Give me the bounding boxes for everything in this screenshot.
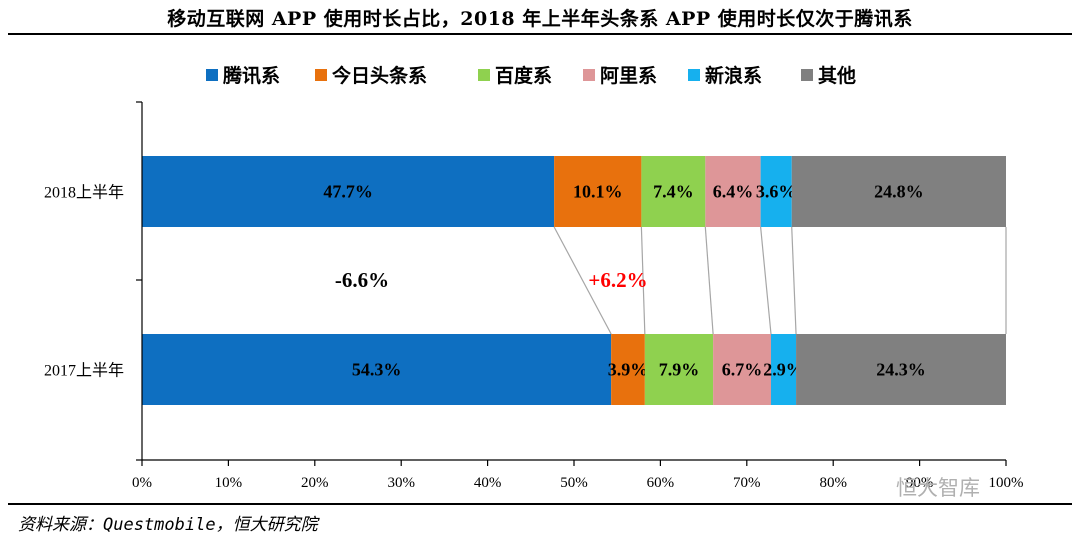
annotation-0: -6.6%: [335, 268, 389, 292]
watermark: 恒大智库: [896, 476, 980, 500]
legend-swatch-2: [478, 69, 490, 81]
x-tick-label-6: 60%: [647, 475, 675, 491]
legend-label-3: 阿里系: [600, 65, 657, 87]
bar-0-2: [641, 156, 706, 227]
data-label-0-2: 7.4%: [653, 182, 694, 202]
legend-label-4: 新浪系: [705, 64, 762, 87]
connector-line-2: [640, 226, 646, 335]
x-tick-label-4: 40%: [474, 475, 502, 491]
category-label-1: 2017上半年: [44, 362, 124, 380]
x-tick-label-5: 50%: [560, 475, 588, 491]
legend-label-0: 腾讯系: [222, 64, 280, 87]
source-note: 资料来源：Questmobile，恒大研究院: [18, 515, 318, 535]
top-rule: [8, 33, 1072, 35]
legend-label-5: 其他: [818, 64, 856, 87]
bar-1-5: [796, 334, 1006, 405]
bars: 47.7% 10.1% 7.4% 6.4% 3.6% 24.8% 54.3% 3.9% 7.9%…: [142, 156, 1006, 405]
axes: 0% 10% 20% 30% 40% 50% 60% 70% 80% 90% 100% 2018上半年…: [44, 101, 1024, 491]
data-label-1-5: 24.3%: [876, 360, 926, 380]
connector-line-5: [791, 226, 797, 335]
data-label-1-0: 54.3%: [352, 360, 402, 380]
data-label-0-3: 6.4%: [713, 182, 754, 202]
x-tick-label-3: 30%: [387, 475, 415, 491]
data-label-1-4: 2.9%: [763, 360, 804, 380]
x-tick-label-8: 80%: [819, 475, 847, 491]
data-label-0-4: 3.6%: [756, 182, 797, 202]
bar-1-3: [713, 334, 771, 405]
x-tick-label-7: 70%: [733, 475, 761, 491]
bar-0-4: [760, 156, 792, 227]
chart-title: 移动互联网 APP 使用时长占比，2018 年上半年头条系 APP 使用时长仅次…: [167, 8, 913, 30]
connector-line-4: [760, 226, 772, 335]
legend-swatch-4: [688, 69, 700, 81]
legend-swatch-0: [206, 69, 218, 81]
x-tick-label-9: 90%: [906, 475, 934, 491]
bar-0-3: [705, 156, 761, 227]
annotations: -6.6% +6.2%: [335, 268, 648, 292]
bar-1-0: [142, 334, 612, 405]
bar-0-5: [791, 156, 1006, 227]
annotation-1: +6.2%: [588, 268, 647, 292]
x-tick-label-1: 10%: [215, 475, 243, 491]
data-label-1-3: 6.7%: [722, 360, 763, 380]
category-label-0: 2018上半年: [44, 184, 124, 202]
connector-line-3: [704, 226, 714, 335]
bar-1-1: [611, 334, 645, 405]
bar-0-0: [142, 156, 555, 227]
legend-label-2: 百度系: [495, 64, 552, 87]
data-label-0-5: 24.8%: [874, 182, 924, 202]
data-label-0-0: 47.7%: [323, 182, 373, 202]
bar-1-4: [770, 334, 797, 405]
legend-swatch-5: [801, 69, 813, 81]
connector-line-1: [553, 226, 612, 335]
x-tick-label-0: 0%: [132, 475, 152, 491]
data-label-1-1: 3.9%: [608, 360, 649, 380]
legend: 腾讯系 今日头条系 百度系 阿里系 新浪系 其他: [206, 64, 856, 87]
legend-label-1: 今日头条系: [331, 64, 427, 87]
bottom-rule: [8, 503, 1072, 505]
x-tick-label-2: 20%: [301, 475, 329, 491]
x-tick-label-10: 100%: [989, 475, 1024, 491]
data-label-1-2: 7.9%: [659, 360, 700, 380]
connector-lines: [553, 226, 1007, 335]
bar-1-2: [644, 334, 714, 405]
bar-0-1: [554, 156, 642, 227]
legend-swatch-3: [583, 69, 595, 81]
legend-swatch-1: [315, 69, 327, 81]
data-label-0-1: 10.1%: [573, 182, 623, 202]
